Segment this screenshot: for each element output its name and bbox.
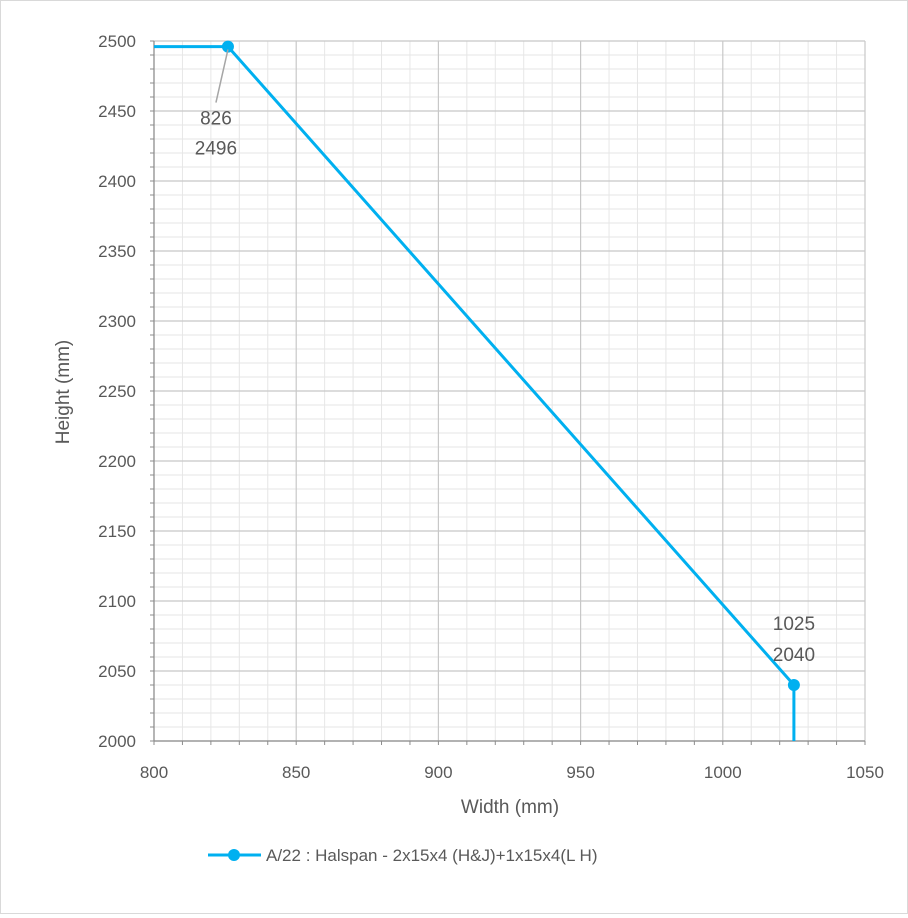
data-point-marker — [787, 679, 800, 691]
major-grid — [153, 40, 866, 742]
y-tick-label: 2150 — [98, 522, 136, 541]
axes — [150, 40, 866, 745]
data-label-y: 2040 — [773, 645, 815, 666]
annotations-layer: 826 2496 1025 2040 — [195, 49, 815, 666]
y-tick-label: 2300 — [98, 312, 136, 331]
tick-labels: 800 850 900 950 1000 1050 2000 2050 2100 2150 2200… — [98, 32, 884, 782]
y-tick-label: 2050 — [98, 662, 136, 681]
x-axis-label: Width (mm) — [461, 797, 559, 818]
x-tick-label: 1000 — [704, 763, 742, 782]
y-tick-label: 2450 — [98, 102, 136, 121]
y-axis-label: Height (mm) — [53, 340, 74, 445]
annotation-leader-line — [215, 49, 229, 103]
data-point-marker — [221, 40, 234, 53]
legend-label: A/22 : Halspan - 2x15x4 (H&J)+1x15x4(L H… — [266, 846, 598, 865]
y-tick-label: 2400 — [98, 172, 136, 191]
y-tick-label: 2000 — [98, 732, 136, 751]
y-tick-label: 2500 — [98, 32, 136, 51]
legend-marker — [228, 849, 240, 861]
series-line — [154, 45, 796, 741]
x-tick-label: 900 — [424, 763, 452, 782]
x-tick-label: 950 — [566, 763, 594, 782]
y-tick-label: 2250 — [98, 382, 136, 401]
x-tick-label: 850 — [282, 763, 310, 782]
y-tick-label: 2200 — [98, 452, 136, 471]
series-layer — [154, 40, 800, 741]
y-tick-label: 2350 — [98, 242, 136, 261]
legend: A/22 : Halspan - 2x15x4 (H&J)+1x15x4(L H… — [208, 846, 598, 865]
data-label-x: 826 — [200, 109, 232, 130]
data-label-x: 1025 — [773, 614, 815, 635]
x-tick-label: 1050 — [846, 763, 884, 782]
y-tick-label: 2100 — [98, 592, 136, 611]
data-label-y: 2496 — [195, 139, 237, 160]
x-tick-label: 800 — [140, 763, 168, 782]
